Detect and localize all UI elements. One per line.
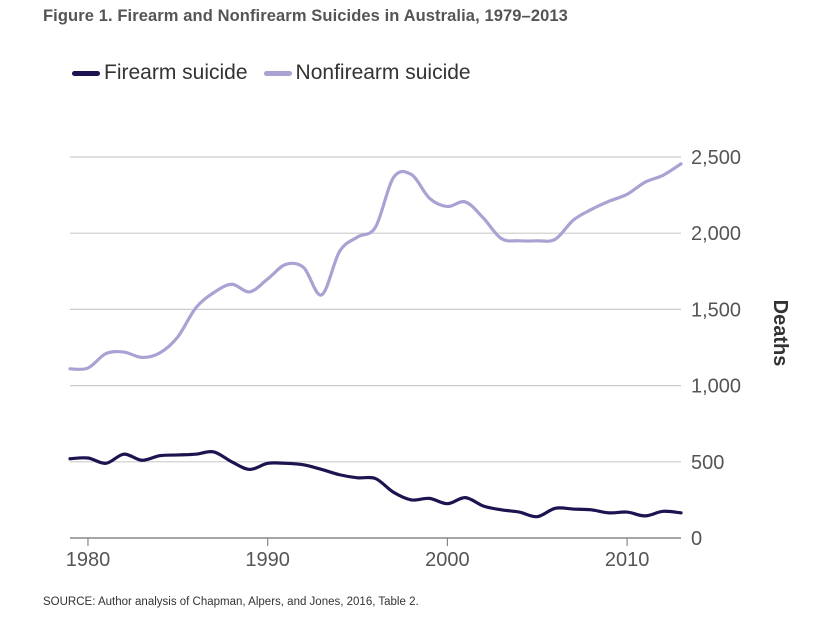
- x-tick-label: 2000: [425, 549, 470, 571]
- y-tick-label: 2,500: [691, 147, 741, 169]
- y-tick-label: 1,000: [691, 376, 741, 398]
- firearm-suicide-line: [68, 450, 683, 519]
- series-lines: [68, 162, 683, 519]
- legend-swatch-nonfirearm: [263, 70, 292, 76]
- x-tick-label: 1990: [245, 549, 290, 571]
- chart-title: Figure 1. Firearm and Nonfirearm Suicide…: [43, 7, 568, 25]
- y-tick-label: 500: [691, 452, 724, 474]
- legend-label-nonfirearm: Nonfirearm suicide: [295, 61, 471, 84]
- source-note: SOURCE: Author analysis of Chapman, Alpe…: [43, 596, 419, 608]
- legend-swatch-firearm: [72, 70, 100, 76]
- y-axis-label: Deaths: [769, 300, 791, 367]
- nonfirearm-suicide-line: [68, 162, 683, 371]
- legend-item-firearm: Firearm suicide: [72, 61, 248, 85]
- x-axis-ticks: 1980 1990 2000 2010: [66, 538, 650, 571]
- legend-item-nonfirearm: Nonfirearm suicide: [263, 61, 471, 85]
- x-tick-label: 1980: [66, 549, 111, 571]
- y-tick-label: 1,500: [691, 299, 741, 321]
- legend: Firearm suicide Nonfirearm suicide: [72, 61, 487, 85]
- legend-label-firearm: Firearm suicide: [104, 61, 248, 84]
- x-tick-label: 2010: [605, 549, 650, 571]
- y-tick-label: 0: [691, 528, 702, 550]
- y-tick-label: 2,000: [691, 223, 741, 245]
- y-axis-ticks: 0 500 1,000 1,500 2,000 2,500: [691, 147, 741, 550]
- gridlines: [70, 156, 681, 539]
